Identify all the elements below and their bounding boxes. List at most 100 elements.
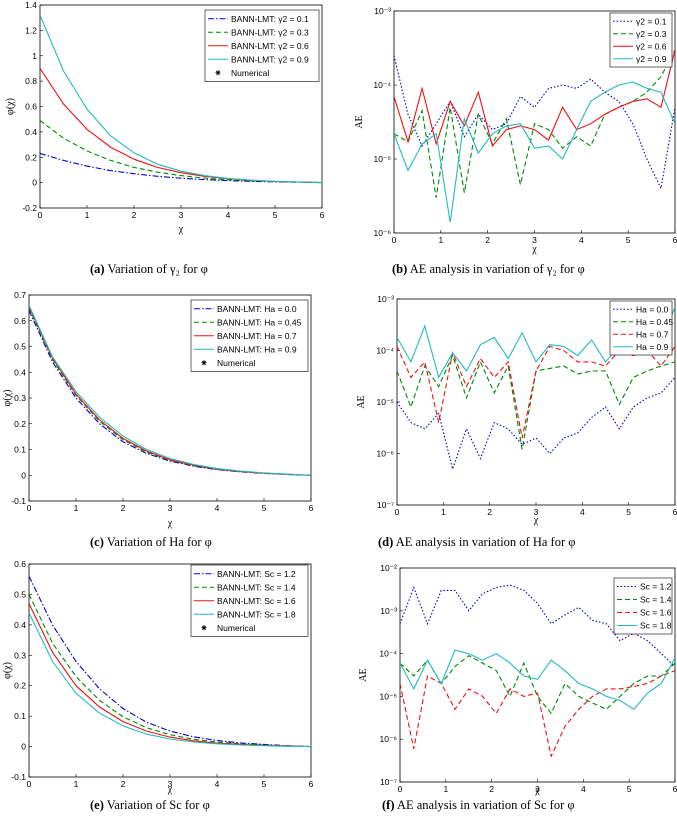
x-tick-label-d: 2 xyxy=(487,507,492,517)
legend-label-c-3: BANN-LMT: Ha = 0.9 xyxy=(217,344,297,354)
y-tick-label-e: -0.1 xyxy=(11,772,26,782)
x-tick-label-e: 2 xyxy=(121,779,126,789)
series-line-a-3 xyxy=(40,14,322,184)
legend-label-a-1: BANN-LMT: γ2 = 0.3 xyxy=(231,27,309,37)
x-tick-label-d: 6 xyxy=(673,507,677,517)
x-tick-label-a: 4 xyxy=(226,210,231,220)
x-tick-label-a: 0 xyxy=(38,210,43,220)
y-axis-label-f: AE xyxy=(358,668,369,681)
y-tick-label-f: 10⁻⁵ xyxy=(380,691,397,701)
series-line-c-0 xyxy=(29,310,311,476)
series-line-d-2 xyxy=(397,345,675,439)
x-tick-label-e: 0 xyxy=(27,779,32,789)
y-tick-label-c: 0 xyxy=(21,470,26,480)
x-tick-label-c: 6 xyxy=(309,503,314,513)
y-tick-label-a: 1.2 xyxy=(25,25,37,35)
y-tick-label-f: 10⁻² xyxy=(380,563,397,573)
y-tick-label-a: 1.4 xyxy=(25,0,37,10)
y-tick-label-d: 10⁻⁵ xyxy=(377,397,394,407)
y-tick-label-b: 10⁻⁵ xyxy=(374,154,391,164)
legend-d xyxy=(609,300,673,356)
x-tick-label-f: 2 xyxy=(489,784,494,794)
caption-f-label: (f) xyxy=(382,798,395,812)
y-tick-label-c: -0.1 xyxy=(11,496,26,506)
x-tick-label-f: 4 xyxy=(581,784,586,794)
legend-label-a-4: Numerical xyxy=(231,68,269,78)
y-axis-label-a: φ(χ) xyxy=(5,98,16,115)
legend-label-f-2: Sc = 1.6 xyxy=(640,608,672,618)
x-tick-label-a: 5 xyxy=(273,210,278,220)
x-tick-label-f: 0 xyxy=(398,784,403,794)
legend-label-d-0: Ha = 0.0 xyxy=(636,304,669,314)
x-tick-label-b: 3 xyxy=(532,235,537,245)
x-tick-label-b: 5 xyxy=(626,235,631,245)
y-tick-label-e: 0.6 xyxy=(14,559,26,569)
y-tick-label-e: 0.1 xyxy=(14,711,26,721)
y-tick-label-e: 0 xyxy=(21,742,26,752)
y-tick-label-e: 0.4 xyxy=(14,620,26,630)
x-tick-label-a: 3 xyxy=(179,210,184,220)
x-axis-label-c: χ xyxy=(167,518,173,529)
y-tick-label-c: 0.7 xyxy=(14,290,26,300)
y-axis-label-c: φ(χ) xyxy=(2,390,13,407)
legend-label-c-1: BANN-LMT: Ha = 0.45 xyxy=(217,317,302,327)
legend-label-a-3: BANN-LMT: γ2 = 0.9 xyxy=(231,54,309,64)
y-axis-label-e: φ(χ) xyxy=(2,662,13,679)
series-line-d-0 xyxy=(397,377,675,471)
legend-b xyxy=(609,12,673,68)
series-line-f-0 xyxy=(400,584,675,667)
legend-label-c-4: Numerical xyxy=(217,358,255,368)
y-tick-label-a: 0.2 xyxy=(25,152,37,162)
x-tick-label-e: 5 xyxy=(262,779,267,789)
panel-c: 0 1 2 3 4 5 6 -0.1 0 0.1 0.2 0.3 0.4 0.5 0.6 0.7 χ φ(χ) BA… xyxy=(0,285,338,549)
legend-marker-e-4 xyxy=(201,625,207,631)
legend-label-d-3: Ha = 0.9 xyxy=(636,342,669,352)
legend-label-b-2: γ2 = 0.6 xyxy=(636,41,667,51)
panel-d: 0 1 2 3 4 5 6 10⁻⁷ 10⁻⁶ 10⁻⁵ 10⁻⁴ 10⁻³ χ AE Ha = 0.0 Ha… xyxy=(338,285,677,549)
y-tick-label-a: 0.4 xyxy=(25,127,37,137)
series-line-f-2 xyxy=(400,670,675,758)
x-tick-label-b: 1 xyxy=(438,235,443,245)
y-tick-label-a: 0.6 xyxy=(25,102,37,112)
caption-c-text: Variation of Ha for φ xyxy=(106,535,212,549)
caption-d-label: (d) xyxy=(378,535,394,549)
series-line-b-0 xyxy=(394,55,675,191)
caption-f: (f) AE analysis in variation of Sc for φ xyxy=(382,798,575,813)
x-tick-label-b: 6 xyxy=(673,235,677,245)
x-tick-label-f: 5 xyxy=(627,784,632,794)
legend-label-d-2: Ha = 0.7 xyxy=(636,329,669,339)
legend-label-b-0: γ2 = 0.1 xyxy=(636,16,667,26)
x-tick-label-f: 3 xyxy=(535,784,540,794)
y-tick-label-a: 1 xyxy=(32,51,37,61)
legend-label-f-3: Sc = 1.8 xyxy=(640,621,672,631)
series-line-c-3 xyxy=(29,305,311,476)
y-tick-label-b: 10⁻⁶ xyxy=(374,228,391,238)
x-tick-label-a: 1 xyxy=(85,210,90,220)
legend-f xyxy=(613,577,673,635)
y-tick-label-c: 0.6 xyxy=(14,316,26,326)
x-tick-label-f: 1 xyxy=(443,784,448,794)
y-tick-label-d: 10⁻⁶ xyxy=(377,449,394,459)
x-tick-label-c: 5 xyxy=(262,503,267,513)
x-axis-label-b: χ xyxy=(531,244,537,255)
caption-a-label: (a) xyxy=(90,262,105,276)
y-tick-label-c: 0.4 xyxy=(14,367,26,377)
panel-a: 0 1 2 3 4 5 6 -0.2 0 0.2 0.4 0.6 0.8 1 1.2 1.4 χ φ(χ) BANN… xyxy=(0,0,338,276)
chart-b: 0 1 2 3 4 5 6 10⁻⁶ 10⁻⁵ 10⁻⁴ 10⁻³ χ AE γ2 = 0.1 γ2 = 0… xyxy=(354,6,677,255)
x-tick-label-d: 3 xyxy=(534,507,539,517)
y-tick-label-f: 10⁻⁷ xyxy=(380,777,397,787)
x-axis-label-e: χ xyxy=(167,784,173,795)
x-tick-label-b: 0 xyxy=(392,235,397,245)
caption-f-text: AE analysis in variation of Sc for φ xyxy=(396,798,575,812)
x-tick-label-e: 4 xyxy=(215,779,220,789)
y-tick-label-b: 10⁻⁴ xyxy=(373,80,391,90)
caption-a-text: Variation of γ₂ for φ xyxy=(107,262,208,276)
caption-d-text: AE analysis in variation of Ha for φ xyxy=(395,535,576,549)
legend-marker-c-4 xyxy=(201,360,207,366)
panel-e: 0 1 2 3 4 5 6 -0.1 0 0.1 0.2 0.3 0.4 0.5 0.6 χ φ(χ) BANN-… xyxy=(0,556,338,821)
chart-d: 0 1 2 3 4 5 6 10⁻⁷ 10⁻⁶ 10⁻⁵ 10⁻⁴ 10⁻³ χ AE Ha = 0.0 Ha… xyxy=(356,294,677,526)
y-tick-label-c: 0.3 xyxy=(14,393,26,403)
series-line-b-2 xyxy=(394,49,675,148)
y-tick-label-f: 10⁻⁴ xyxy=(379,649,397,659)
